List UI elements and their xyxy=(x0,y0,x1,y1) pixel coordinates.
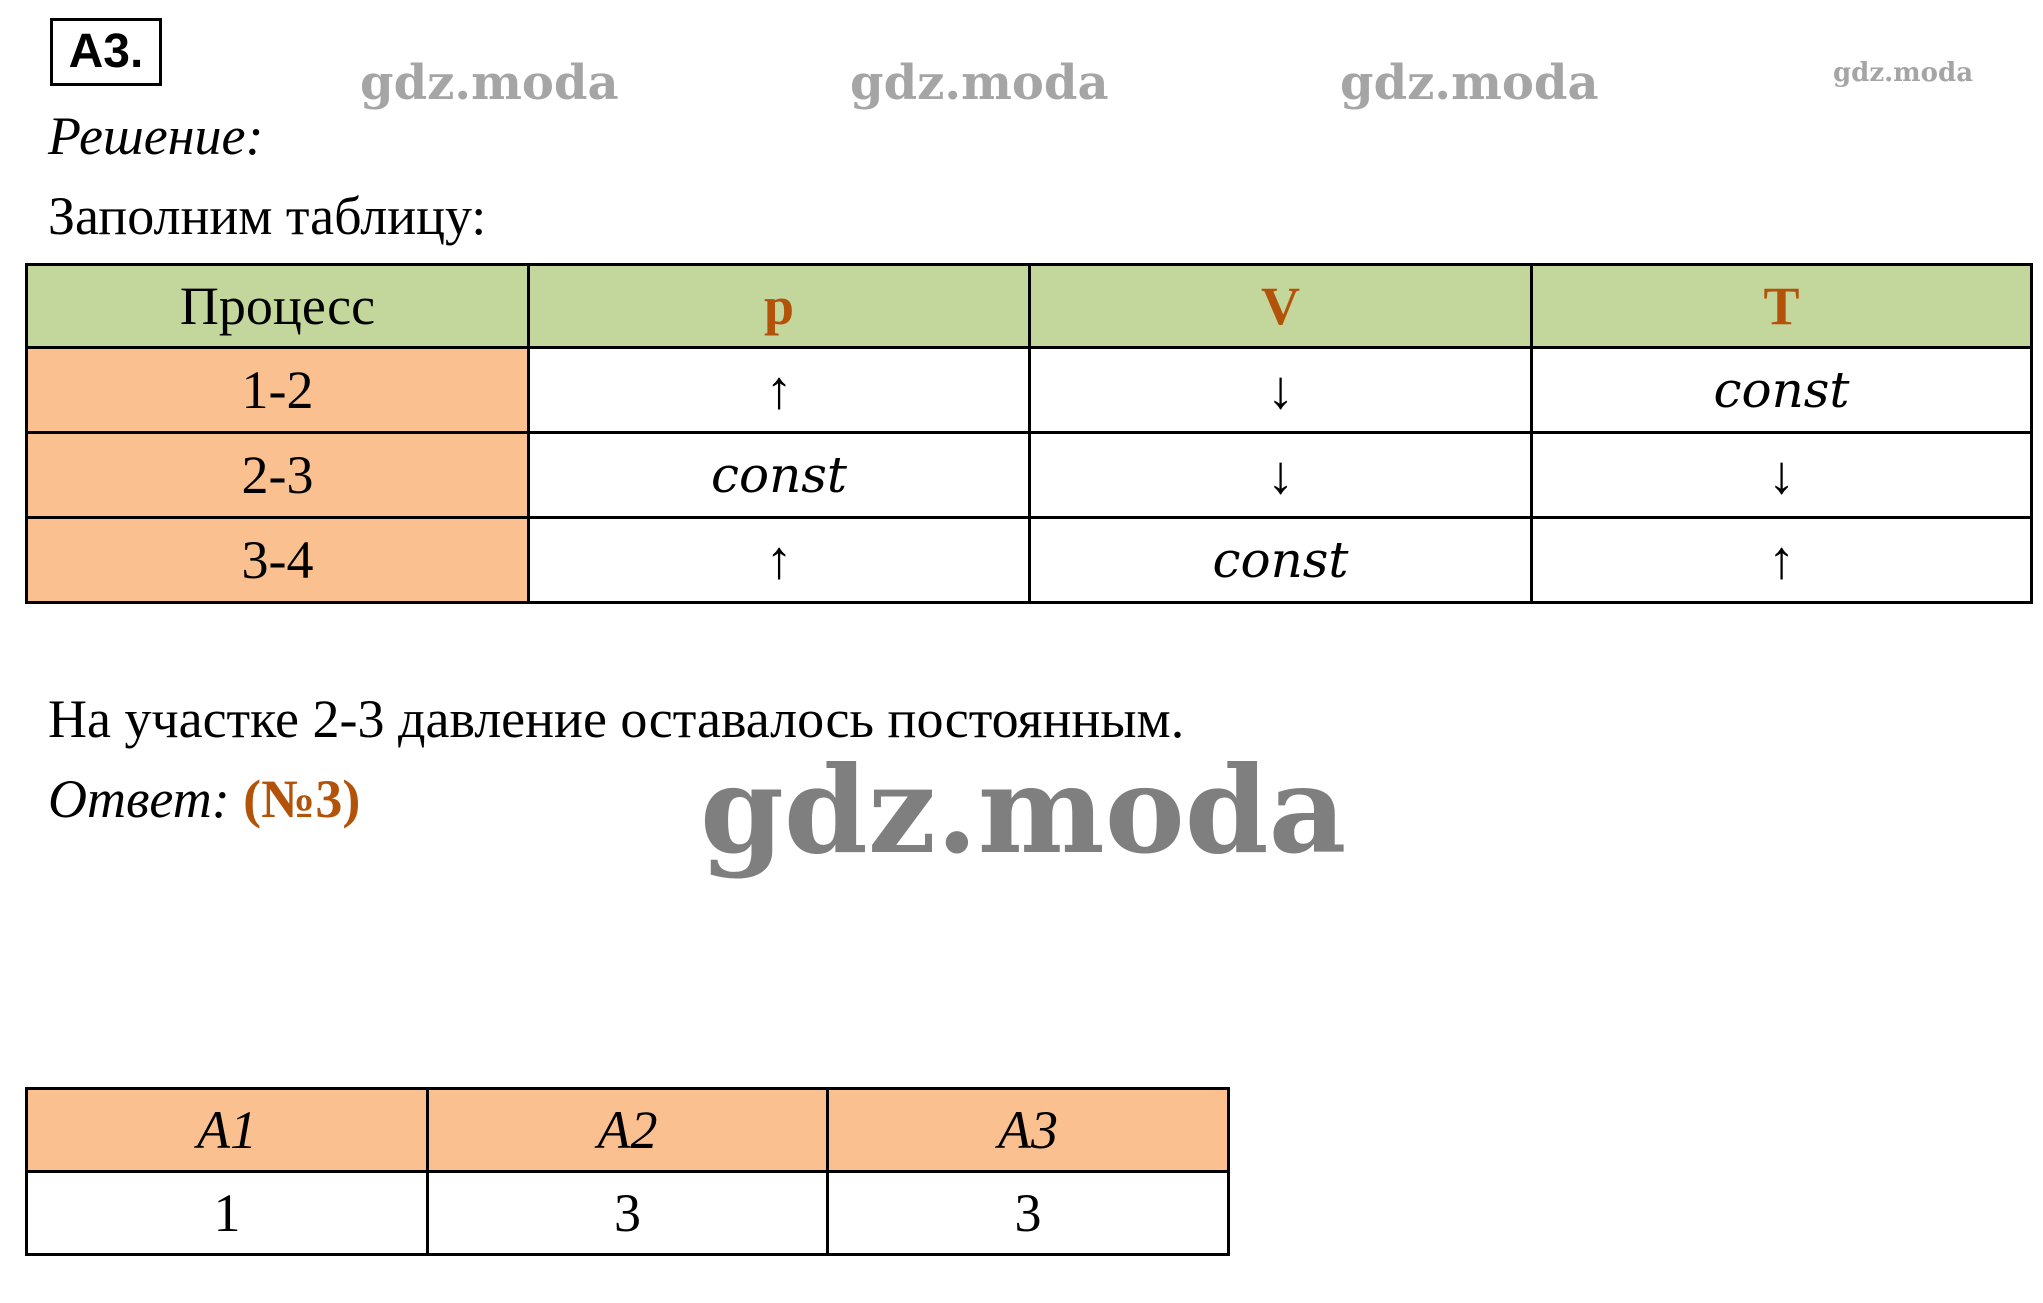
watermark: gdz.moda xyxy=(1833,58,1974,88)
summary-value: 1 xyxy=(25,1170,429,1256)
watermark: gdz.moda xyxy=(360,55,619,111)
table-row: 3-4 ↑ const ↑ xyxy=(25,516,2033,604)
watermark: gdz.moda xyxy=(700,740,1347,881)
header-cell: V xyxy=(1028,263,1533,349)
table-cell: ↓ xyxy=(1028,346,1533,434)
table-cell: ↓ xyxy=(1028,431,1533,519)
answer-value: (№3) xyxy=(243,769,361,829)
table-cell: const xyxy=(527,431,1031,519)
solution-label: Решение: xyxy=(48,106,264,166)
summary-header: A1 xyxy=(25,1087,429,1173)
watermark: gdz.moda xyxy=(850,55,1109,111)
summary-header: A3 xyxy=(826,1087,1230,1173)
answer-label: Ответ: xyxy=(48,769,230,829)
table-cell: const xyxy=(1530,346,2033,434)
table-row: 1-2 ↑ ↓ const xyxy=(25,346,2033,434)
table-cell: 2-3 xyxy=(25,431,530,519)
process-table: Процесс p V T 1-2 ↑ ↓ const 2-3 const ↓ ↓ 3-4 ↑ co… xyxy=(25,263,2033,604)
summary-value: 3 xyxy=(826,1170,1230,1256)
table-row: 2-3 const ↓ ↓ xyxy=(25,431,2033,519)
watermark: gdz.moda xyxy=(1340,55,1599,111)
table-cell: ↓ xyxy=(1530,431,2033,519)
table-cell: ↑ xyxy=(527,516,1031,604)
table-cell: ↑ xyxy=(1530,516,2033,604)
table-cell: const xyxy=(1028,516,1533,604)
table-cell: 1-2 xyxy=(25,346,530,434)
header-cell: Процесс xyxy=(25,263,530,349)
conclusion: На участке 2-3 давление оставалось посто… xyxy=(48,689,1185,749)
table-cell: ↑ xyxy=(527,346,1031,434)
table-cell: 3-4 xyxy=(25,516,530,604)
answer: Ответ: (№3) xyxy=(48,768,360,830)
task-label: А3. xyxy=(50,18,162,86)
summary-header: A2 xyxy=(426,1087,829,1173)
intro: Заполним таблицу: xyxy=(48,186,487,246)
header-cell: T xyxy=(1530,263,2033,349)
header-cell: p xyxy=(527,263,1031,349)
summary-value: 3 xyxy=(426,1170,829,1256)
